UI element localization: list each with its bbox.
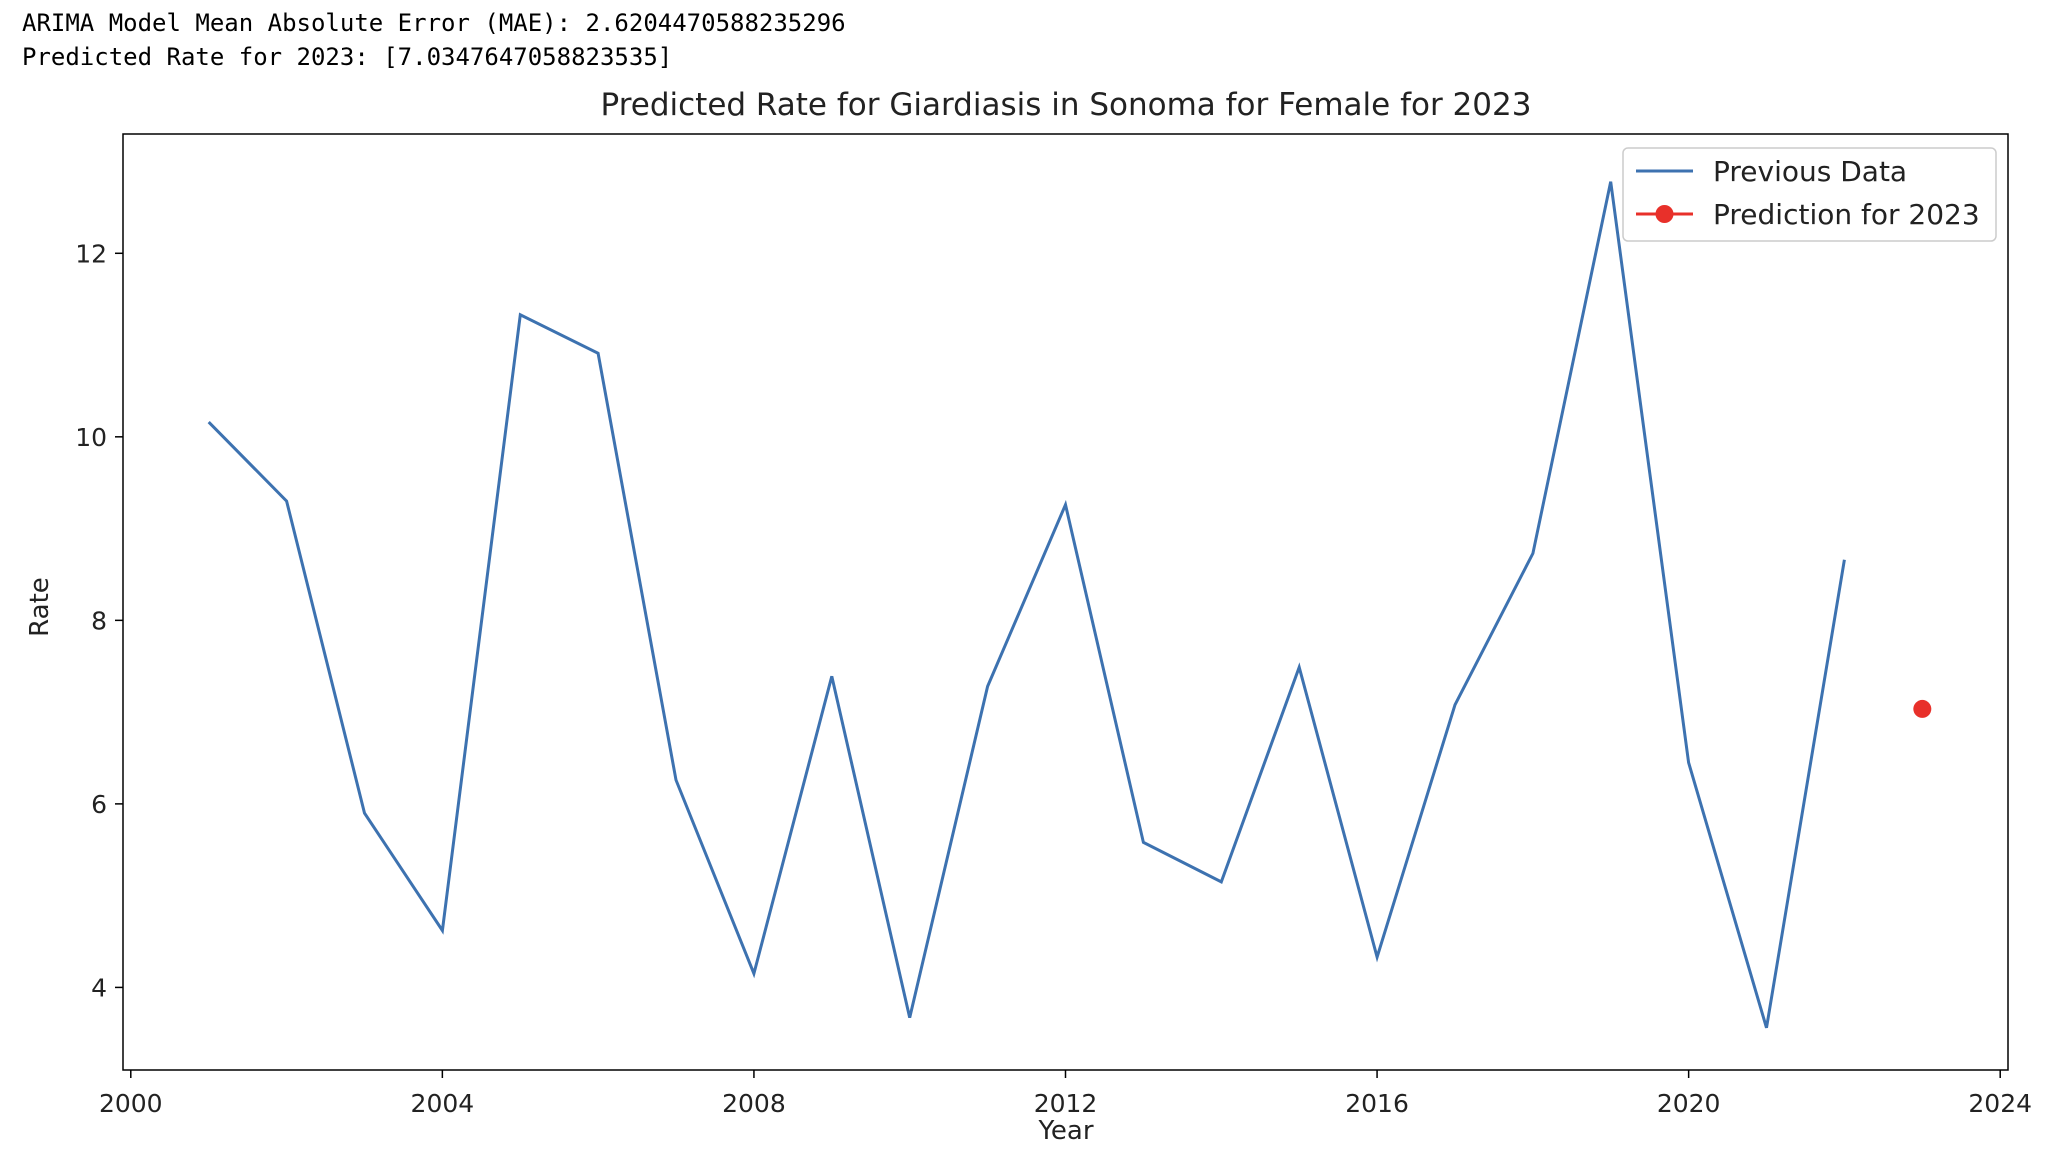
prediction-point <box>1913 699 1932 718</box>
plot-frame <box>122 133 2009 1071</box>
chart-title: Predicted Rate for Giardiasis in Sonoma … <box>601 87 1532 123</box>
x-tick-label: 2016 <box>1345 1089 1409 1118</box>
x-tick-label: 2020 <box>1657 1089 1721 1118</box>
legend-label-previous-data: Previous Data <box>1713 155 1907 188</box>
legend: Previous Data Prediction for 2023 <box>1622 147 1997 242</box>
y-tick-label: 12 <box>75 239 107 268</box>
mae-output-line: ARIMA Model Mean Absolute Error (MAE): 2… <box>22 9 846 37</box>
legend-marker-prediction <box>1655 205 1674 223</box>
x-tick-label: 2004 <box>411 1089 475 1118</box>
y-tick-label: 10 <box>75 423 107 452</box>
x-tick-label: 2024 <box>1968 1089 2032 1118</box>
x-tick-label: 2012 <box>1034 1089 1098 1118</box>
y-tick-label: 6 <box>91 790 107 819</box>
plot-area <box>122 133 2009 1071</box>
y-tick-label: 8 <box>91 606 107 635</box>
series-line-previous-data <box>207 181 1846 1029</box>
legend-frame <box>1622 147 1997 242</box>
prediction-output-line: Predicted Rate for 2023: [7.034764705882… <box>22 43 673 71</box>
x-tick-label: 2000 <box>99 1089 163 1118</box>
x-axis-label: Year <box>1037 1116 1093 1146</box>
y-axis-label: Rate <box>25 577 55 637</box>
console-output: ARIMA Model Mean Absolute Error (MAE): 2… <box>22 6 846 74</box>
y-tick-label: 4 <box>91 973 107 1002</box>
x-tick-label: 2008 <box>722 1089 786 1118</box>
axis-ticks: 2000 2004 2008 2012 2016 2020 2024 4 6 8 10 12 <box>75 239 2032 1118</box>
legend-label-prediction: Prediction for 2023 <box>1713 198 1980 231</box>
